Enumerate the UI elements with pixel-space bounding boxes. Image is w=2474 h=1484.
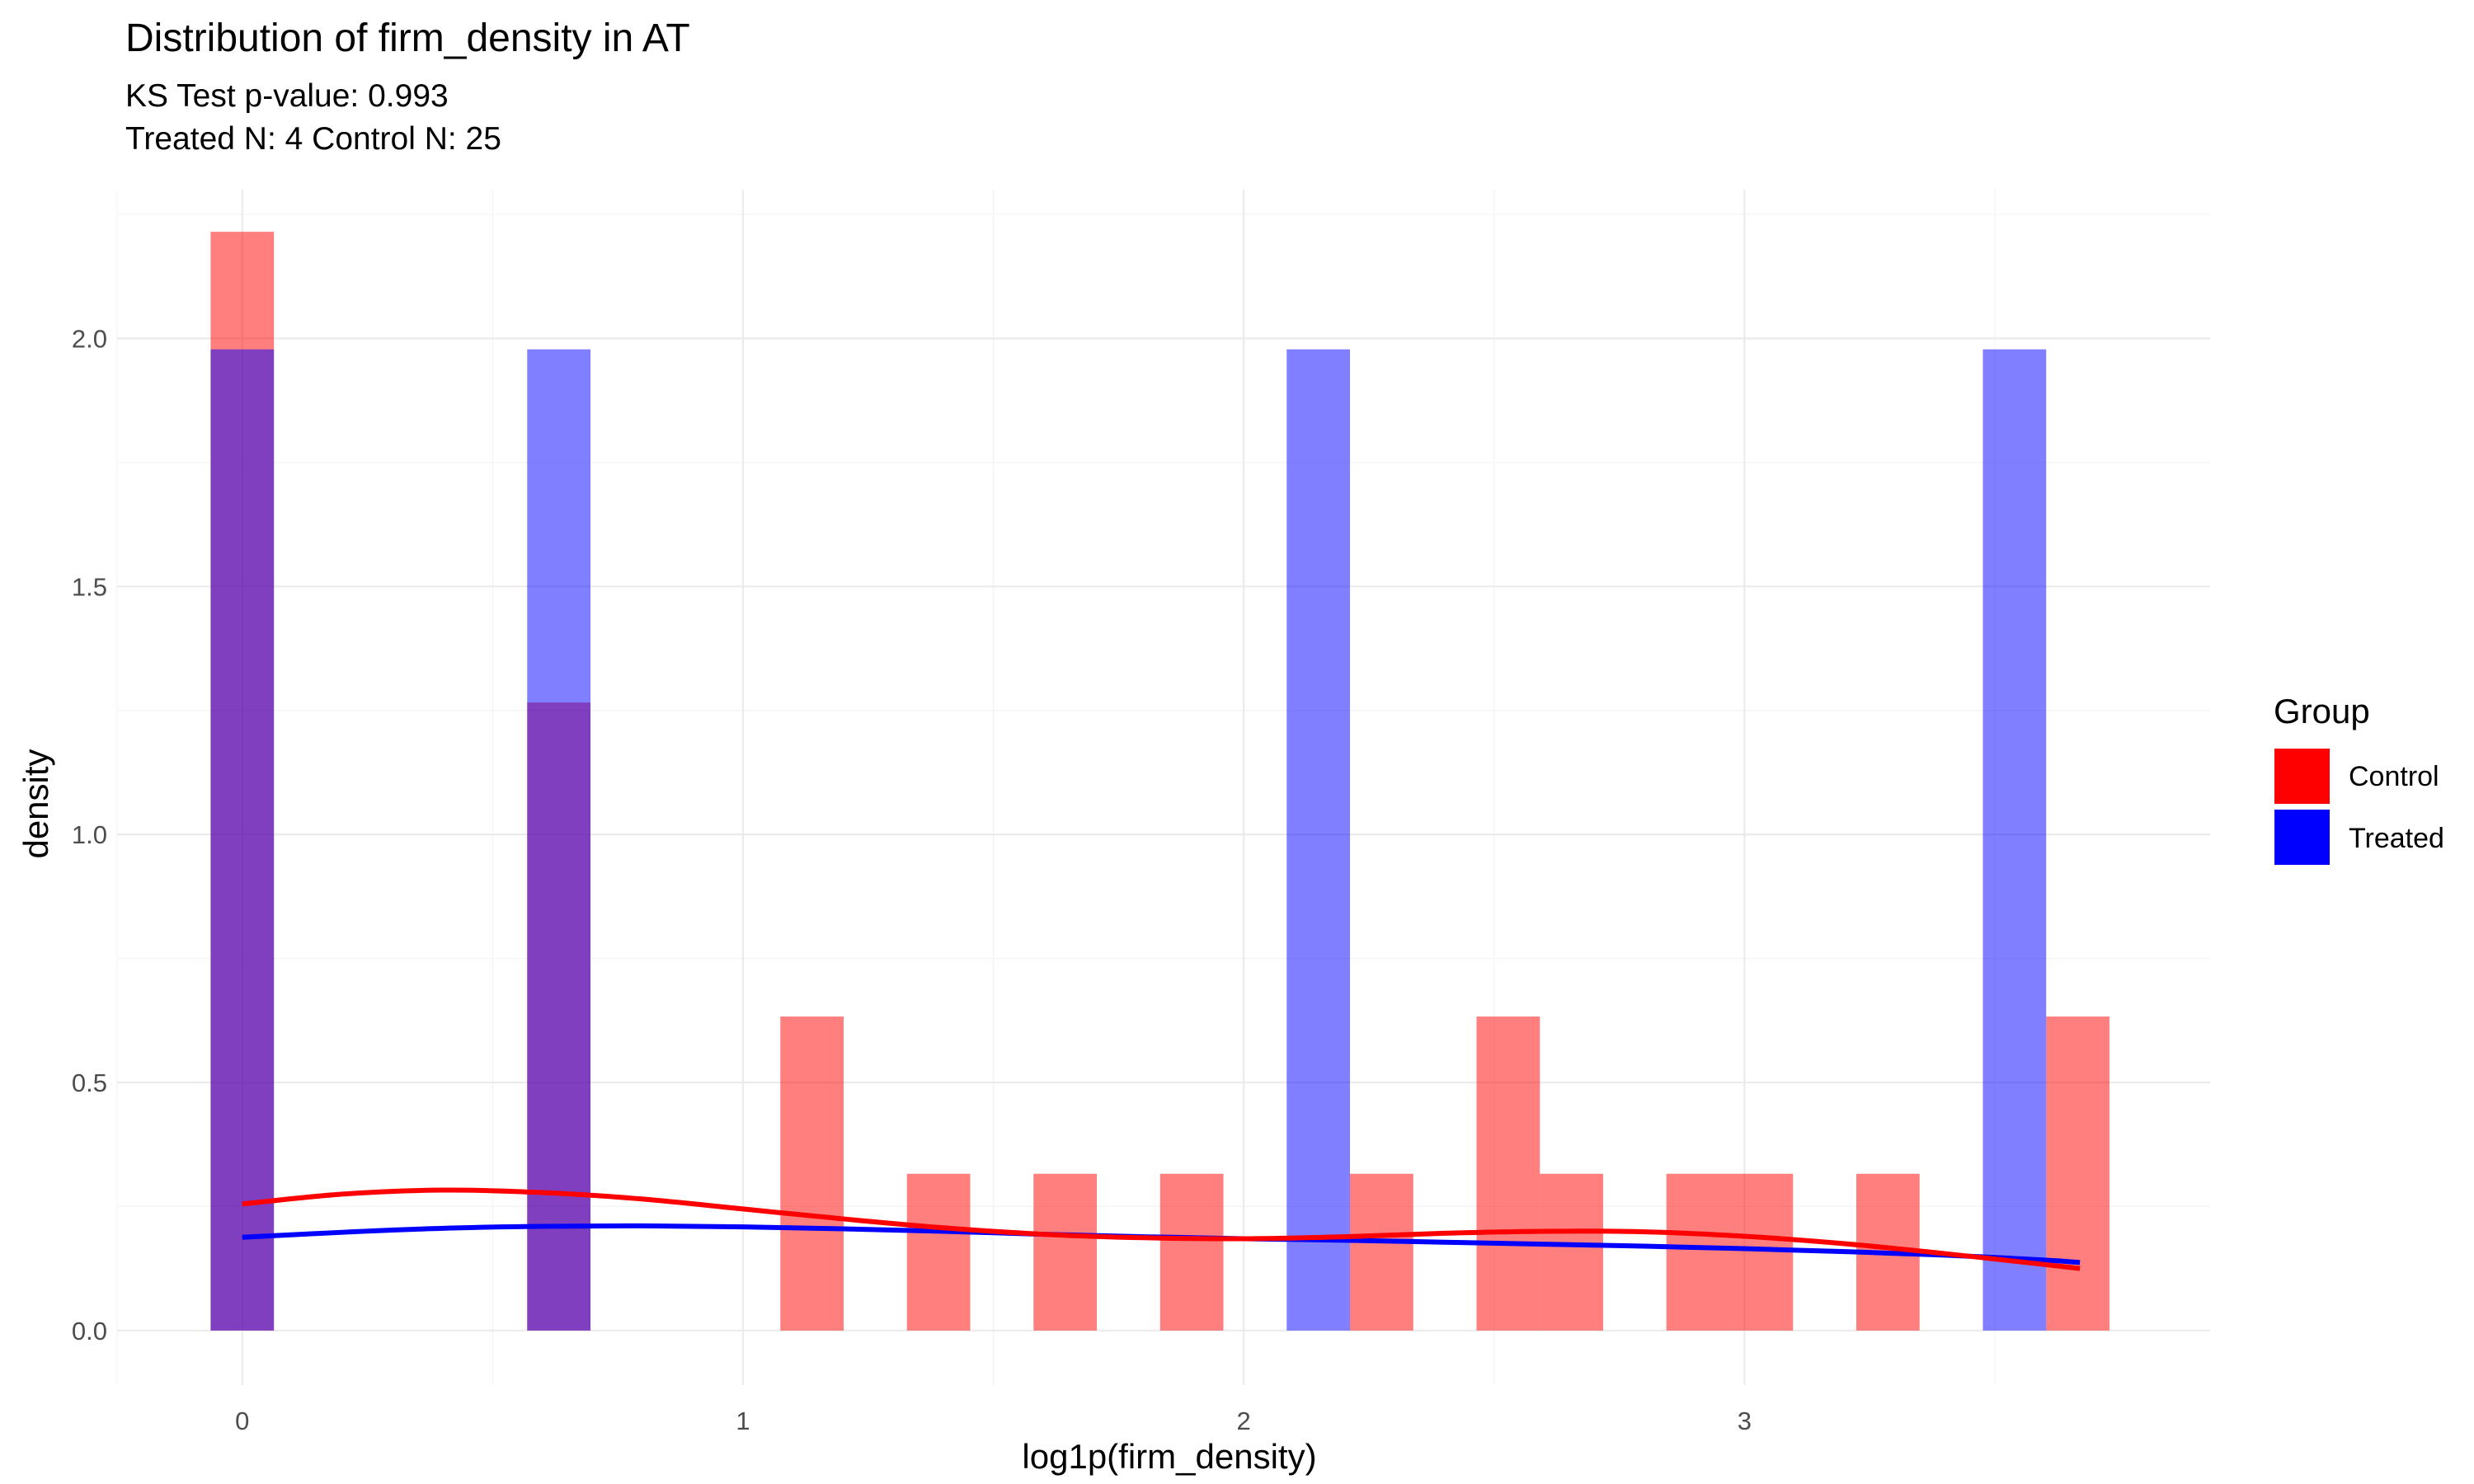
y-tick-label: 1.5: [72, 572, 107, 601]
chart-title: Distribution of firm_density in AT: [125, 16, 690, 60]
y-tick-label: 0.0: [72, 1317, 107, 1345]
x-tick-label: 3: [1738, 1407, 1752, 1435]
bar-treated: [210, 349, 275, 1331]
bar-control: [1159, 1173, 1224, 1331]
y-tick-label: 2.0: [72, 324, 107, 353]
bar-treated: [1286, 349, 1350, 1331]
x-tick-label: 1: [736, 1407, 750, 1435]
y-tick-label: 0.5: [72, 1068, 107, 1097]
density-curves: [242, 1187, 2081, 1271]
legend-title: Group: [2274, 692, 2370, 730]
bar-control: [1476, 1016, 1540, 1331]
histogram-bars: [210, 232, 2109, 1331]
bar-treated: [1982, 349, 2047, 1331]
y-tick-label: 1.0: [72, 820, 107, 849]
chart-subtitle-line-2: Treated N: 4 Control N: 25: [125, 121, 501, 157]
legend-key-control: [2274, 749, 2330, 804]
legend-key-treated: [2274, 810, 2330, 865]
x-axis-title: log1p(firm_density): [1022, 1437, 1316, 1476]
y-axis-title: density: [16, 749, 55, 858]
axis-tick-labels: 0 1 2 3 0.0 0.5 1.0 1.5 2.0: [72, 324, 1752, 1435]
bar-control: [780, 1016, 844, 1331]
legend-label-control: Control: [2349, 761, 2439, 792]
density-curve-control: [242, 1187, 2081, 1271]
bar-control: [1033, 1173, 1098, 1331]
bar-control: [1666, 1173, 1730, 1331]
bar-treated: [527, 349, 591, 1331]
bar-control: [2046, 1016, 2109, 1331]
legend: Group Control Treated: [2274, 692, 2444, 865]
legend-label-treated: Treated: [2349, 823, 2444, 854]
bar-control: [906, 1173, 971, 1331]
x-tick-label: 0: [235, 1407, 249, 1435]
x-tick-label: 2: [1237, 1407, 1251, 1435]
bar-control: [1349, 1173, 1413, 1331]
bar-control: [1540, 1173, 1603, 1331]
chart-subtitle-line-1: KS Test p-value: 0.993: [125, 78, 449, 114]
